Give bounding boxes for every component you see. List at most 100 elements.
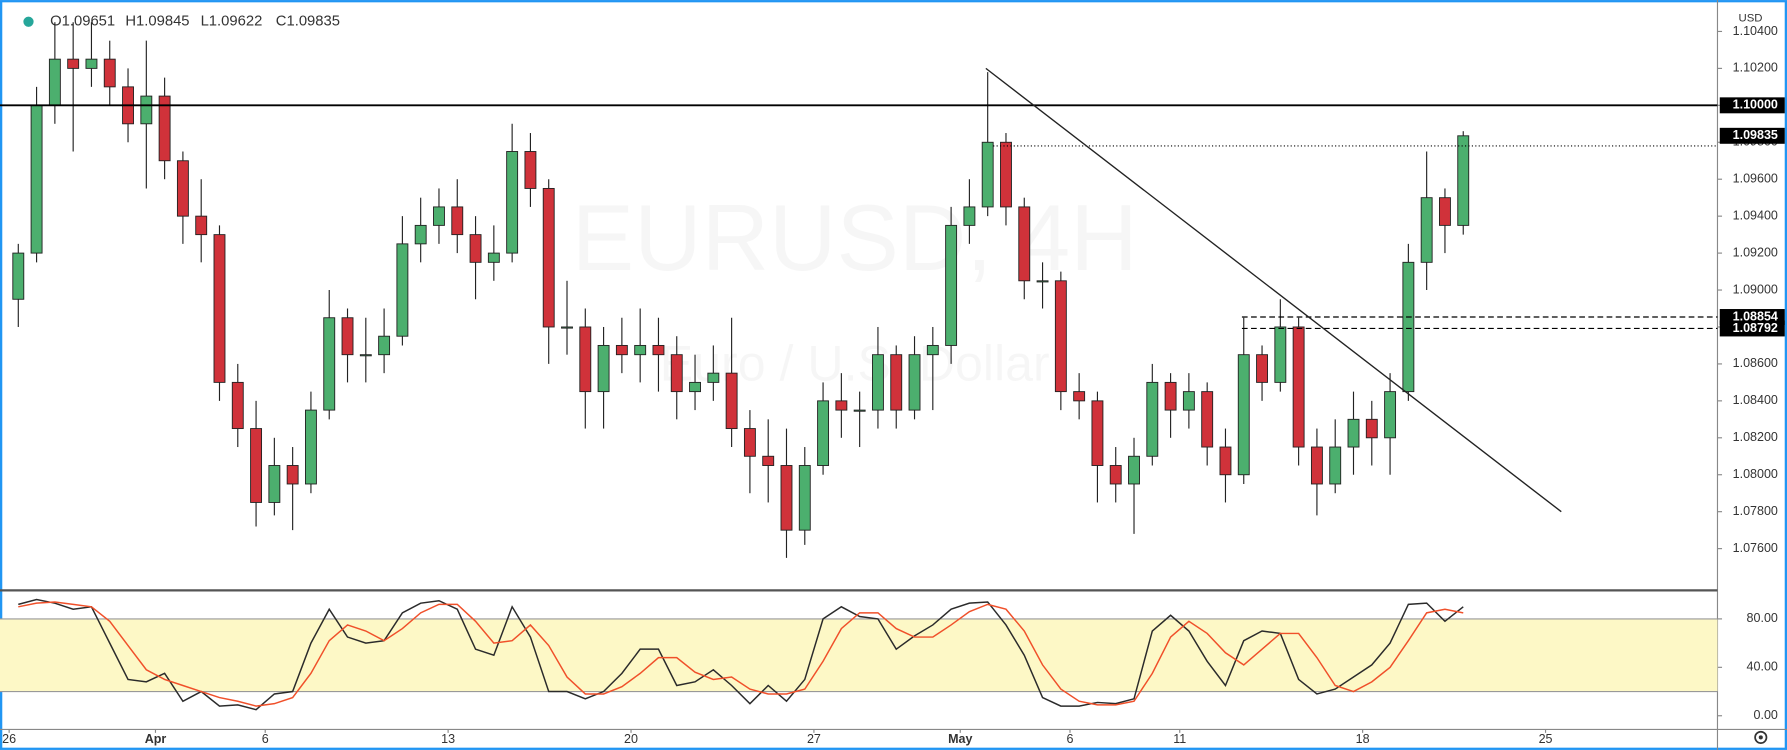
candle-body (268, 465, 281, 503)
candle-body (158, 95, 171, 162)
candle-body (1201, 391, 1214, 448)
candle-body (670, 354, 683, 393)
indicator-line (18, 598, 1464, 711)
candle-body (853, 409, 866, 412)
candle-body (1109, 465, 1122, 485)
candle-body (1402, 261, 1415, 393)
candle-body (1310, 446, 1323, 485)
candle-body (231, 381, 244, 430)
candle-body (414, 224, 427, 245)
y-tick-label: 0.00 (1754, 708, 1778, 722)
x-tick-label: 25 (1539, 732, 1553, 746)
ohlc-value: C1.09835 (276, 14, 340, 30)
candle-body (725, 372, 738, 430)
candle-body (1164, 381, 1177, 411)
x-tick-label: May (948, 732, 972, 746)
candle-body (433, 206, 445, 226)
candle-body (1128, 455, 1140, 485)
candle-body (1347, 418, 1360, 448)
candle-body (195, 215, 208, 236)
watermark: EURUSD, 4H (572, 185, 1138, 290)
y-tick-label: 1.08200 (1733, 430, 1778, 444)
candle-body (1384, 391, 1397, 439)
x-tick-label: 26 (2, 732, 16, 746)
candle-body (561, 326, 573, 329)
candle-body (872, 354, 884, 411)
y-tick-label: 40.00 (1747, 660, 1778, 674)
candle-body (908, 354, 921, 411)
candle-body (103, 58, 116, 88)
candle-body (615, 344, 628, 356)
candle-body (48, 58, 61, 106)
x-tick-label: 18 (1356, 732, 1370, 746)
candle-body (341, 317, 354, 356)
x-tick-label: 6 (1067, 732, 1074, 746)
candle-body (1457, 135, 1470, 226)
candle-body (30, 104, 43, 254)
x-tick-label: 13 (441, 732, 455, 746)
x-tick-label: 6 (262, 732, 269, 746)
gear[interactable] (1754, 730, 1768, 744)
y-tick-label: 1.10400 (1733, 24, 1778, 38)
candle-body (1073, 391, 1086, 402)
price-label-box (1719, 127, 1785, 144)
candle-body (286, 465, 299, 485)
plot (0, 22, 1718, 558)
candle-body (1000, 141, 1012, 208)
ohlc-value: H1.09845 (125, 14, 189, 30)
candle-body (890, 354, 903, 411)
price-label: 1.09835 (1733, 128, 1778, 142)
candle-body (597, 344, 610, 393)
price-label: 1.08792 (1733, 321, 1778, 335)
y-tick-label: 1.09200 (1733, 245, 1778, 259)
candle-body (487, 252, 500, 263)
candle-body (1274, 326, 1287, 383)
candle-body (1036, 280, 1049, 283)
candle-body (469, 234, 482, 263)
indicator-line (18, 601, 1464, 707)
candle-body (1329, 446, 1342, 485)
settings-icon[interactable] (1754, 730, 1768, 744)
candle-body (762, 455, 775, 466)
y-tick-label: 80.00 (1747, 611, 1778, 625)
candle-body (1018, 206, 1031, 282)
candle-body (707, 372, 720, 383)
price-label: 1.08854 (1733, 309, 1778, 323)
candle-body (579, 326, 592, 393)
band (0, 618, 1718, 692)
candle-body (451, 206, 464, 236)
candle-body (689, 381, 701, 393)
candle-body (1439, 197, 1451, 226)
gear-center[interactable] (1758, 735, 1763, 740)
y-tick-label: 1.07800 (1733, 504, 1778, 518)
y-tick-label: 1.07600 (1733, 541, 1778, 555)
y-tick-label: 1.09400 (1733, 208, 1778, 222)
candle-body (359, 354, 372, 357)
candle-body (817, 400, 830, 466)
candle-body (1219, 446, 1232, 476)
candle-body (524, 151, 537, 189)
candle-body (67, 58, 80, 69)
price-label-box (1719, 320, 1785, 337)
candle-body (780, 465, 793, 531)
y-tick-label: 1.09000 (1733, 282, 1778, 296)
candle-body (378, 335, 391, 356)
candle-body (1182, 391, 1195, 411)
candle-body (634, 344, 647, 356)
candle-body (1292, 326, 1305, 448)
candle-body (12, 252, 25, 300)
candle-body (963, 206, 976, 226)
candle-body (835, 400, 848, 411)
candle-body (981, 141, 994, 208)
ohlc-value: O1.09651 (50, 14, 115, 30)
trend-line (985, 67, 1562, 513)
candle-body (1256, 354, 1268, 383)
candle-body (926, 344, 939, 356)
candle-body (1237, 354, 1250, 476)
candle-body (945, 224, 958, 346)
candle-body (304, 409, 317, 485)
x-tick-label: 27 (807, 732, 821, 746)
candle-body (1146, 381, 1159, 457)
candle-body (250, 428, 263, 503)
